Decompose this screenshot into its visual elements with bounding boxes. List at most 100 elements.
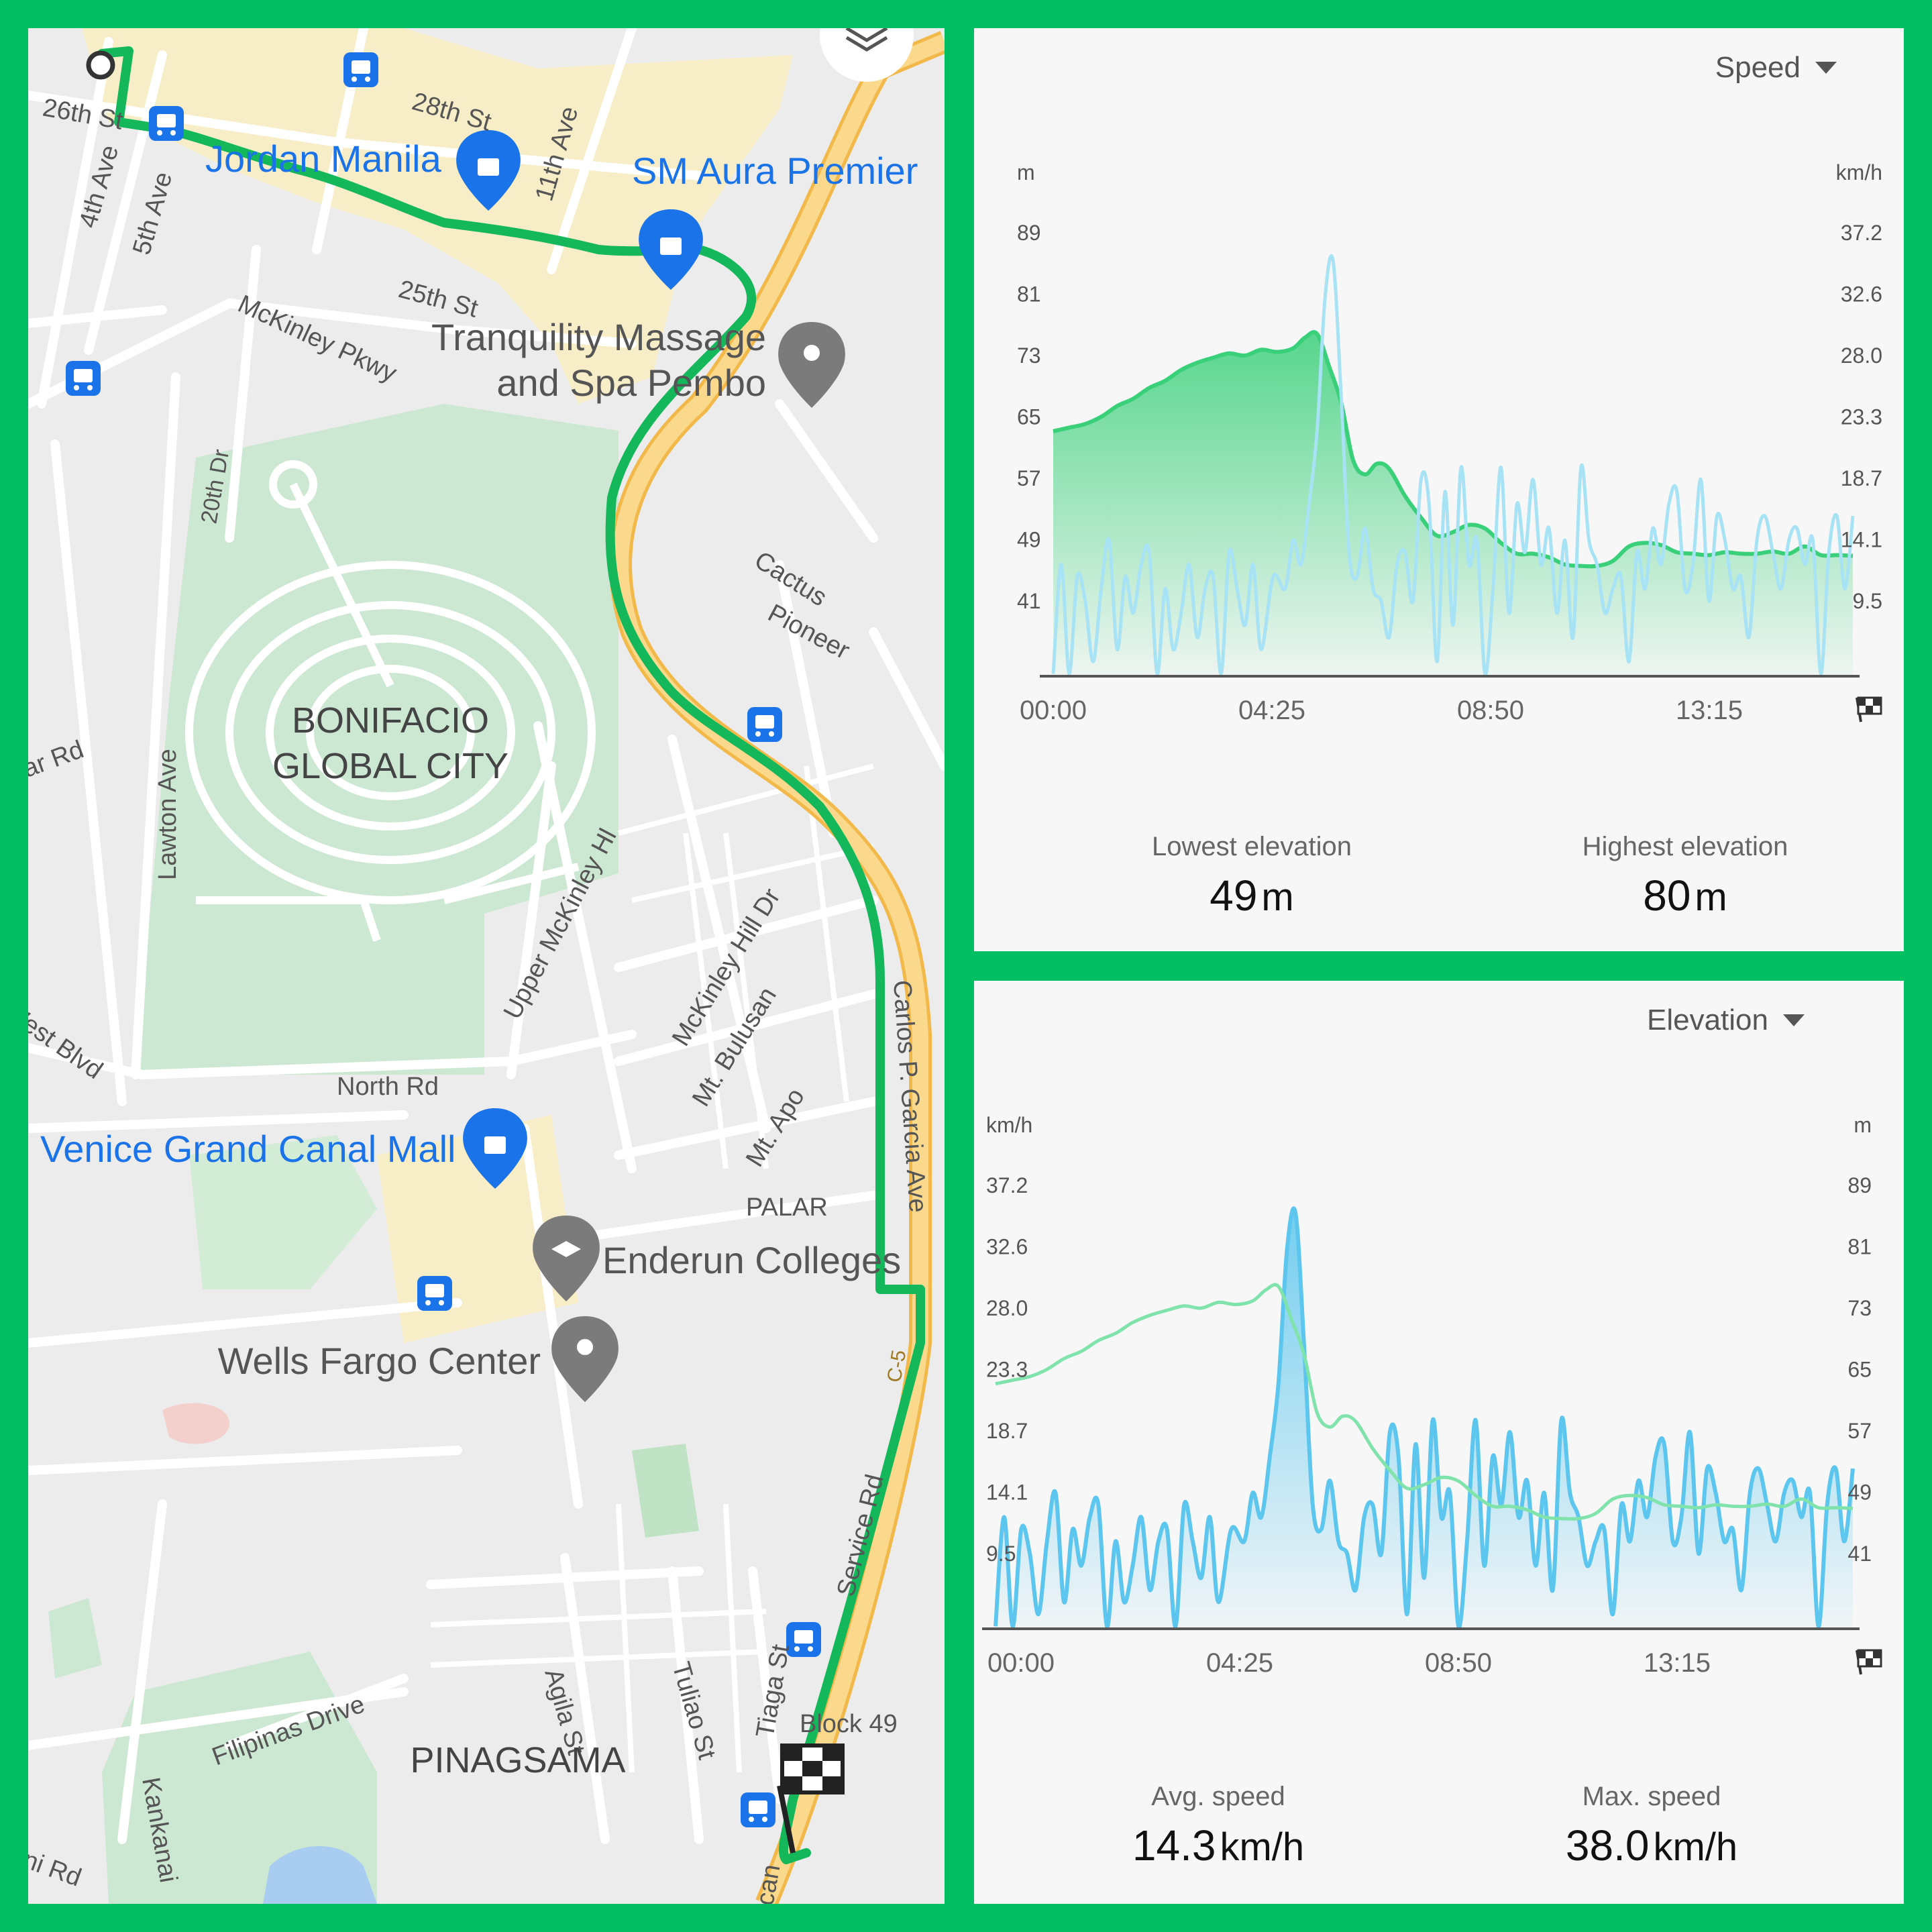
poi-tranquility-line2[interactable]: and Spa Pembo	[496, 362, 766, 404]
shopping-pin-icon[interactable]	[463, 1108, 527, 1189]
label-pinagsama: PINAGSAMA	[410, 1740, 625, 1780]
finish-flag-icon	[1856, 1649, 1882, 1675]
chevron-down-icon	[1783, 1014, 1805, 1026]
bus-stop-icon[interactable]	[343, 52, 378, 87]
route-line	[97, 46, 925, 1864]
x-tick-label: 00:00	[987, 1648, 1055, 1678]
stat-value-highest-elevation: 80 m	[1643, 871, 1727, 920]
label-lawton-ave: Lawton Ave	[154, 749, 182, 880]
left-tick-label: 18.7	[986, 1419, 1028, 1443]
chevron-down-icon	[1815, 62, 1837, 74]
label-can: can	[751, 1862, 786, 1904]
poi-jordan-manila[interactable]: Jordan Manila	[205, 138, 442, 180]
right-tick-label: 9.5	[1853, 589, 1882, 613]
left-tick-label: 23.3	[986, 1358, 1028, 1382]
series-line-0	[994, 1206, 1855, 1629]
bus-stop-icon[interactable]	[741, 1792, 775, 1827]
chart-mode-dropdown[interactable]: Speed	[1715, 51, 1837, 85]
right-tick-label: 89	[1847, 1173, 1872, 1197]
bus-stop-icon[interactable]	[149, 106, 184, 141]
right-axis-unit: m	[1854, 1113, 1872, 1137]
left-tick-label: 49	[1017, 528, 1041, 552]
left-tick-label: 37.2	[986, 1173, 1028, 1197]
water-pond	[263, 1846, 377, 1904]
series-area-0	[1053, 332, 1853, 677]
stat-label-avg-speed: Avg. speed	[1151, 1782, 1285, 1811]
stat-value-avg-speed: 14.3 km/h	[1132, 1821, 1305, 1870]
poi-tranquility-line1[interactable]: Tranquility Massage	[431, 316, 766, 358]
bgc-paths	[185, 460, 596, 942]
right-tick-label: 37.2	[1841, 221, 1882, 245]
bus-stop-icon[interactable]	[747, 707, 782, 742]
bus-stop-icon[interactable]	[417, 1276, 452, 1311]
x-tick-label: 08:50	[1425, 1648, 1492, 1678]
school-pin-icon[interactable]	[533, 1216, 600, 1301]
route-map[interactable]: 26th St 28th St 4th Ave 5th Ave 11th Ave…	[28, 28, 945, 1904]
x-tick-label: 08:50	[1457, 696, 1524, 725]
map-canvas[interactable]: 26th St 28th St 4th Ave 5th Ave 11th Ave…	[28, 28, 945, 1904]
right-tick-label: 41	[1847, 1542, 1872, 1566]
right-tick-label: 32.6	[1841, 282, 1882, 307]
park-bgc	[136, 404, 619, 1075]
left-tick-label: 89	[1017, 221, 1041, 245]
left-tick-label: 57	[1017, 466, 1041, 490]
right-tick-label: 18.7	[1841, 466, 1882, 490]
finish-flag-icon[interactable]	[777, 1743, 845, 1854]
stat-value-lowest-elevation: 49 m	[1210, 871, 1294, 920]
layers-icon[interactable]	[820, 28, 914, 82]
right-tick-label: 49	[1847, 1481, 1872, 1505]
left-tick-label: 73	[1017, 343, 1041, 368]
left-tick-label: 81	[1017, 282, 1041, 307]
label-block-49: Block 49	[800, 1710, 898, 1738]
x-tick-label: 13:15	[1676, 696, 1743, 725]
left-tick-label: 41	[1017, 589, 1041, 613]
left-tick-label: 65	[1017, 405, 1041, 429]
finish-flag-icon	[1856, 696, 1882, 722]
stat-label-highest-elevation: Highest elevation	[1582, 832, 1788, 861]
speed-chart-panel: Speed m km/h 89 81 73 65 57 49 41 37.2 32.6 28.0 23.…	[974, 28, 1904, 951]
bus-stop-icon[interactable]	[66, 361, 101, 396]
left-axis-unit: km/h	[986, 1113, 1032, 1137]
location-pin-icon[interactable]	[551, 1316, 619, 1402]
right-tick-label: 28.0	[1841, 343, 1882, 368]
label-bgc-line2: GLOBAL CITY	[272, 746, 508, 786]
chart-mode-dropdown[interactable]: Elevation	[1647, 1004, 1805, 1037]
label-bgc-line1: BONIFACIO	[292, 700, 489, 741]
poi-wells-fargo-center[interactable]: Wells Fargo Center	[218, 1340, 541, 1382]
x-tick-label: 04:25	[1206, 1648, 1273, 1678]
label-palar: PALAR	[746, 1193, 828, 1222]
park-southwest	[48, 1598, 102, 1678]
poi-venice-grand-canal[interactable]: Venice Grand Canal Mall	[40, 1128, 455, 1170]
left-tick-label: 32.6	[986, 1235, 1028, 1259]
dropdown-label: Speed	[1715, 51, 1801, 84]
bus-stop-icon[interactable]	[786, 1622, 821, 1657]
poi-enderun-colleges[interactable]: Enderun Colleges	[602, 1239, 901, 1281]
speed-elevation-chart[interactable]: m km/h 89 81 73 65 57 49 41 37.2 32.6 28.0 23.3 18.7 1…	[974, 28, 1904, 753]
series-line-1	[995, 1283, 1854, 1521]
series-line-1	[1051, 254, 1855, 676]
start-marker-icon[interactable]	[86, 50, 115, 80]
right-tick-label: 65	[1847, 1358, 1872, 1382]
x-tick-label: 13:15	[1644, 1648, 1711, 1678]
left-tick-label: 14.1	[986, 1481, 1028, 1505]
park-small	[632, 1444, 699, 1538]
location-pin-icon[interactable]	[778, 322, 845, 408]
street-grid	[430, 763, 875, 1773]
x-tick-label: 00:00	[1020, 696, 1087, 725]
right-tick-label: 23.3	[1841, 405, 1882, 429]
elevation-speed-chart[interactable]: km/h m 37.2 32.6 28.0 23.3 18.7 14.1 9.5 89 81 73 65…	[974, 981, 1904, 1705]
stat-value-max-speed: 38.0 km/h	[1565, 1821, 1738, 1870]
shopping-pin-icon[interactable]	[639, 209, 703, 290]
elevation-chart-panel: Elevation km/h m 37.2 32.6 28.0 23.3 18.7 14.1 9…	[974, 981, 1904, 1904]
poi-sm-aura-premier[interactable]: SM Aura Premier	[632, 150, 918, 192]
right-tick-label: 73	[1847, 1296, 1872, 1320]
pink-area	[162, 1403, 229, 1444]
shopping-pin-icon[interactable]	[456, 130, 521, 211]
right-tick-label: 57	[1847, 1419, 1872, 1443]
right-tick-label: 81	[1847, 1235, 1872, 1259]
left-axis-unit: m	[1017, 160, 1035, 184]
right-axis-unit: km/h	[1836, 160, 1882, 184]
left-tick-label: 28.0	[986, 1296, 1028, 1320]
x-tick-label: 04:25	[1238, 696, 1305, 725]
dropdown-label: Elevation	[1646, 1004, 1768, 1036]
